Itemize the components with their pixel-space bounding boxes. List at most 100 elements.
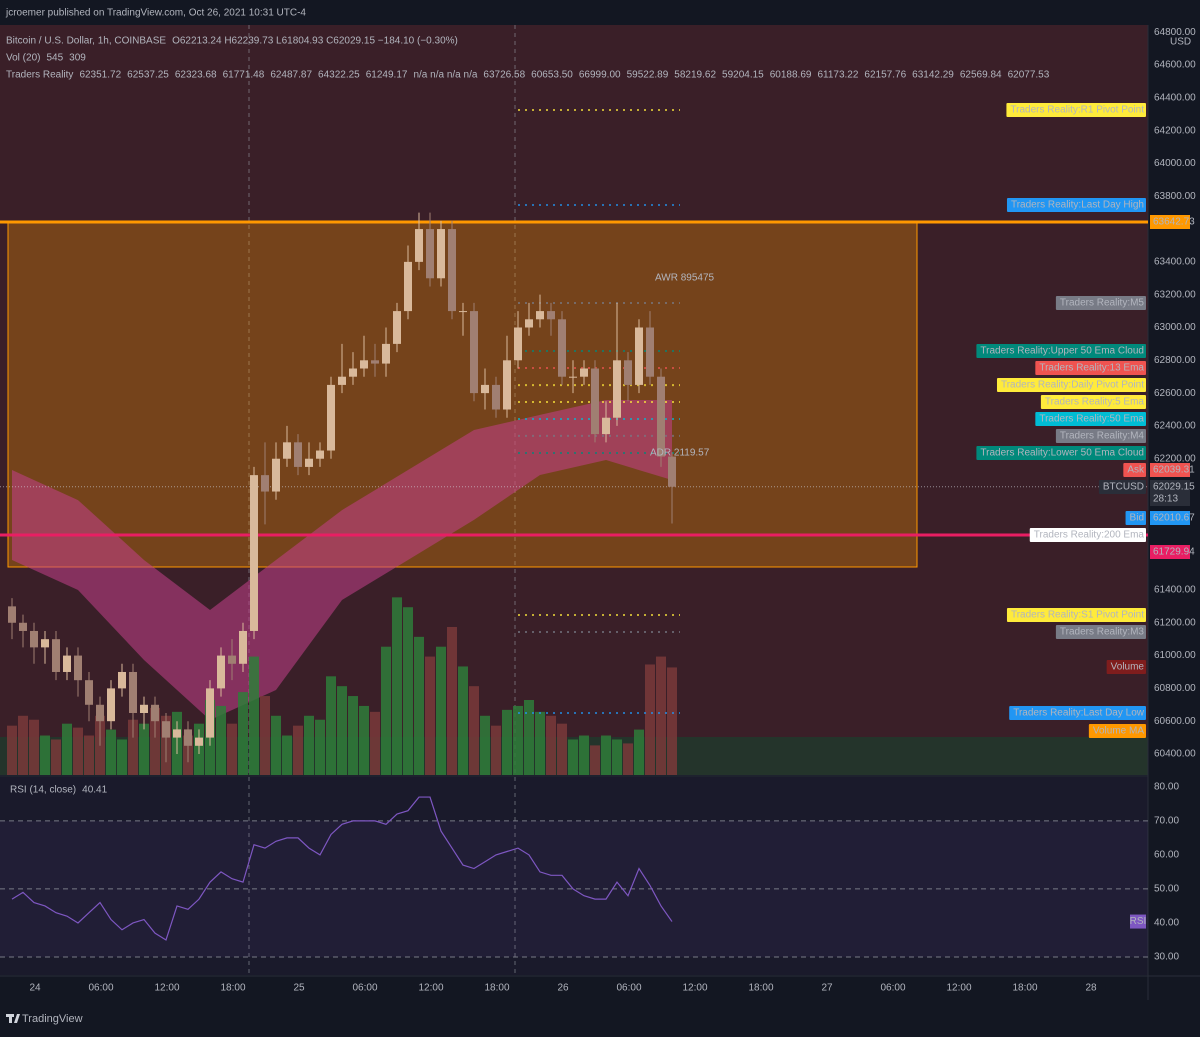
candle-body xyxy=(470,311,478,394)
x-tick-label: 25 xyxy=(293,983,305,994)
price-tag xyxy=(1150,463,1190,477)
price-tag xyxy=(1150,215,1190,229)
rsi-title: RSI (14, close) xyxy=(10,785,76,796)
volume-bar xyxy=(326,676,336,775)
legend-text: Bitcoin / U.S. Dollar, 1h, COINBASE xyxy=(6,36,166,47)
legend-text: 309 xyxy=(69,53,86,64)
volume-bar xyxy=(304,715,314,775)
candle-body xyxy=(371,360,379,364)
legend-text: O62213.24 H62239.73 L61804.93 C62029.15 … xyxy=(172,36,458,47)
legend-text: 62077.53 xyxy=(1008,70,1050,81)
volume-bar xyxy=(227,723,237,775)
tag-box xyxy=(1123,463,1146,477)
legend-text: 58219.62 xyxy=(674,70,716,81)
volume-bar xyxy=(128,719,138,775)
candle-body xyxy=(338,376,346,385)
ema-cloud xyxy=(12,400,672,721)
candle-body xyxy=(580,368,588,377)
tag-box xyxy=(1106,660,1146,674)
x-tick-label: 18:00 xyxy=(1012,983,1037,994)
y-tick-label: 62400.00 xyxy=(1154,421,1196,432)
volume-bar xyxy=(392,597,402,775)
legend-text: Traders Reality xyxy=(6,70,73,81)
candle-body xyxy=(415,229,423,262)
tag-label: Traders Reality:Lower 50 Ema Cloud xyxy=(980,448,1144,459)
y-tick-label: 61400.00 xyxy=(1154,585,1196,596)
y-tick-label: 61200.00 xyxy=(1154,617,1196,628)
tag-label: Ask xyxy=(1127,465,1145,476)
candle-body xyxy=(63,655,71,672)
price-tag xyxy=(1150,480,1190,506)
legend-text: 63142.29 xyxy=(912,70,954,81)
price-tag xyxy=(1150,511,1190,525)
volume-bar xyxy=(84,735,94,775)
rsi-tick-label: 40.00 xyxy=(1154,918,1179,929)
candle-body xyxy=(96,704,104,722)
tag-box xyxy=(1009,706,1146,720)
tag-box xyxy=(1040,395,1146,409)
tag-label: Traders Reality:Last Day Low xyxy=(1013,708,1145,719)
tag-box xyxy=(1055,296,1146,310)
tag-box xyxy=(1035,412,1146,426)
y-tick-label: 60400.00 xyxy=(1154,749,1196,760)
volume-bar xyxy=(436,646,446,775)
y-tick-label: 62600.00 xyxy=(1154,388,1196,399)
volume-bar xyxy=(73,727,83,775)
candle-body xyxy=(261,475,269,492)
volume-bar xyxy=(150,707,160,775)
tag-label: BTCUSD xyxy=(1103,482,1144,493)
currency-label: USD xyxy=(1170,37,1191,48)
candle-body xyxy=(327,384,335,451)
y-tick-label: 64600.00 xyxy=(1154,60,1196,71)
tag-box xyxy=(976,446,1146,460)
legend-text: 61173.22 xyxy=(817,70,858,81)
volume-bar xyxy=(381,646,391,775)
candle-body xyxy=(217,655,225,689)
adr-label: ADR 2119.57 xyxy=(650,448,710,459)
candle-body xyxy=(239,630,247,664)
publisher: jcroemer published on TradingView.com, O… xyxy=(5,8,306,19)
legend-text: 60653.50 xyxy=(531,70,573,81)
volume-bar xyxy=(403,607,413,775)
tag-box xyxy=(1035,361,1146,375)
volume-bar xyxy=(425,656,435,775)
volume-bar xyxy=(249,656,259,775)
candle-body xyxy=(272,458,280,492)
candle-body xyxy=(173,729,181,738)
candle-body xyxy=(558,319,566,377)
legend-text: 59204.15 xyxy=(722,70,764,81)
legend-text: 62487.87 xyxy=(270,70,312,81)
candle-body xyxy=(657,376,665,457)
candle-body xyxy=(85,680,93,705)
x-tick-label: 12:00 xyxy=(946,983,971,994)
y-tick-label: 63800.00 xyxy=(1154,191,1196,202)
x-tick-label: 06:00 xyxy=(880,983,905,994)
tag-box xyxy=(1088,724,1146,738)
x-tick-label: 06:00 xyxy=(616,983,641,994)
volume-bar xyxy=(524,700,534,775)
legend-text: 60188.69 xyxy=(770,70,812,81)
candle-body xyxy=(481,384,489,394)
x-tick-label: 27 xyxy=(821,983,833,994)
candle-body xyxy=(41,639,49,648)
volume-bar xyxy=(491,725,501,775)
tag-label: Volume xyxy=(1111,662,1145,673)
volume-bar xyxy=(359,705,369,775)
volume-bar xyxy=(447,626,457,775)
candle-body xyxy=(591,368,599,435)
price-tag xyxy=(1150,545,1190,559)
candle-body xyxy=(349,368,357,377)
awr-label: AWR 895475 xyxy=(655,273,715,284)
volume-bar xyxy=(513,705,523,775)
candle-body xyxy=(107,688,115,722)
rsi-tick-label: 60.00 xyxy=(1154,850,1179,861)
tag-box xyxy=(1055,429,1146,443)
candle-body xyxy=(437,229,445,279)
volume-bar xyxy=(337,686,347,775)
volume-bar xyxy=(315,719,325,775)
candle-body xyxy=(8,606,16,623)
tag-box xyxy=(1055,625,1146,639)
y-tick-label: 61000.00 xyxy=(1154,650,1196,661)
candle-body xyxy=(294,442,302,467)
candle-body xyxy=(206,688,214,738)
